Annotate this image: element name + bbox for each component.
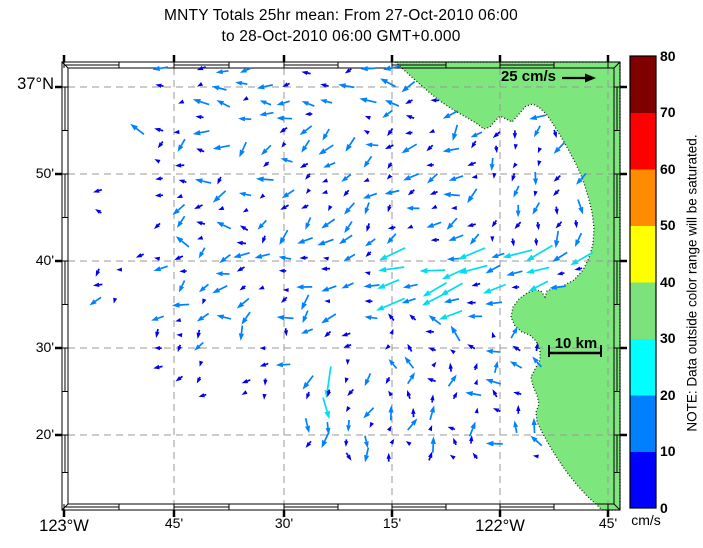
x-tick-label-45m-west: 45' (164, 515, 184, 531)
x-tick-label-45m-east: 45' (598, 515, 618, 531)
x-tick-label-30m: 30' (274, 515, 294, 531)
colorbar-tick-0: 0 (660, 500, 668, 516)
colorbar-tick-80: 80 (660, 48, 676, 64)
land-mass (395, 62, 620, 510)
colorbar (629, 55, 657, 509)
colorbar-tick-10: 10 (660, 443, 676, 459)
colorbar-units-label: cm/s (631, 512, 661, 528)
colorbar-tick-20: 20 (660, 387, 676, 403)
colorbar-tick-30: 30 (660, 330, 676, 346)
y-tick-label-20m: 20' (35, 426, 54, 442)
reference-arrow-icon (562, 73, 596, 83)
scale-bar (548, 345, 602, 357)
y-tick-label-30m: 30' (35, 339, 54, 355)
current-vectors (89, 65, 594, 463)
map-frame (55, 55, 627, 517)
x-tick-label-15m: 15' (382, 515, 402, 531)
plot-title-line-2: to 28-Oct-2010 06:00 GMT+0.000 (221, 28, 461, 45)
saturation-note-label: NOTE: Data outside color range will be s… (684, 134, 700, 432)
y-tick-label-50m: 50' (35, 165, 54, 181)
scale-bar-label: 10 km (554, 335, 598, 352)
x-tick-label-123W: 123°W (39, 517, 89, 535)
reference-arrow-label: 25 cm/s (500, 68, 556, 85)
x-tick-label-122W: 122°W (475, 517, 525, 535)
colorbar-tick-70: 70 (660, 104, 676, 120)
y-tick-label-37N: 37°N (17, 75, 54, 93)
colorbar-tick-40: 40 (660, 274, 676, 290)
plot-title-line-1: MNTY Totals 25hr mean: From 27-Oct-2010 … (164, 7, 518, 24)
colorbar-tick-50: 50 (660, 217, 676, 233)
y-tick-label-40m: 40' (35, 252, 54, 268)
colorbar-tick-60: 60 (660, 161, 676, 177)
